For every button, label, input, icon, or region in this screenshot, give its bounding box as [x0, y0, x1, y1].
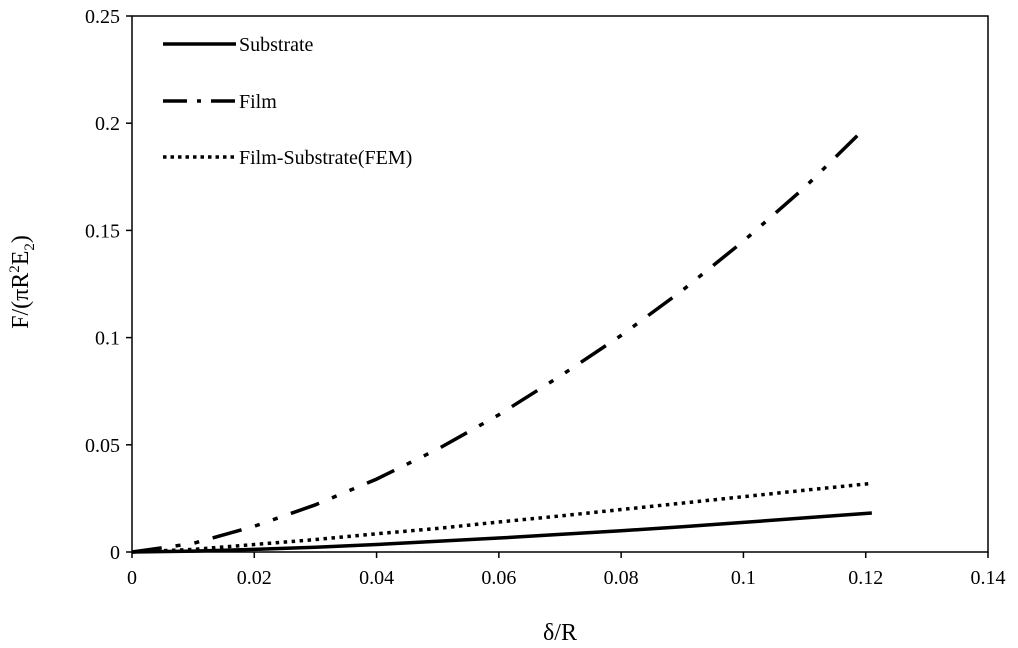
legend-item-fem: Film-Substrate(FEM): [163, 147, 412, 169]
legend-item-film: Film: [163, 91, 277, 113]
ticks-layer: 0 0.02 0.04 0.06 0.08 0.1 0.12 0.14 0 0.05 0.1 0.15…: [85, 6, 1006, 589]
x-tick-label: 0.08: [604, 567, 639, 589]
legend-label-fem: Film-Substrate(FEM): [239, 147, 412, 169]
y-tick-label: 0.15: [85, 220, 120, 242]
x-tick-label: 0.06: [481, 567, 516, 589]
y-axis-title-sup: 2: [7, 265, 23, 273]
series-layer: [131, 126, 873, 554]
legend-item-substrate: Substrate: [163, 34, 314, 56]
x-tick-label: 0.02: [237, 567, 272, 589]
y-tick-label: 0.2: [95, 113, 120, 135]
x-tick-label: 0.14: [971, 567, 1006, 589]
y-tick-label: 0: [110, 542, 120, 564]
y-axis-title-base: F/(πR: [8, 273, 34, 329]
x-tick-label: 0: [127, 567, 137, 589]
y-axis-title-end: ): [8, 235, 34, 243]
y-axis-title-sub: 2: [22, 243, 38, 251]
y-tick-label: 0.05: [85, 435, 120, 457]
series-line-2: [131, 481, 873, 554]
x-tick-label: 0.12: [848, 567, 883, 589]
legend-label-film: Film: [239, 91, 277, 113]
plot-frame: [131, 15, 989, 553]
y-axis-title-mid: E: [8, 251, 34, 266]
y-axis-title: F/(πR2E2): [7, 235, 38, 329]
y-tick-label: 0.1: [95, 328, 120, 350]
series-line-1: [131, 126, 867, 554]
y-tick-label: 0.25: [85, 6, 120, 28]
series-line-0: [131, 511, 872, 554]
x-axis-title: δ/R: [543, 620, 577, 646]
x-tick-label: 0.1: [731, 567, 756, 589]
legend: Substrate Film Film-Substrate(FEM): [163, 34, 412, 169]
legend-label-substrate: Substrate: [239, 34, 314, 56]
x-tick-label: 0.04: [359, 567, 394, 589]
